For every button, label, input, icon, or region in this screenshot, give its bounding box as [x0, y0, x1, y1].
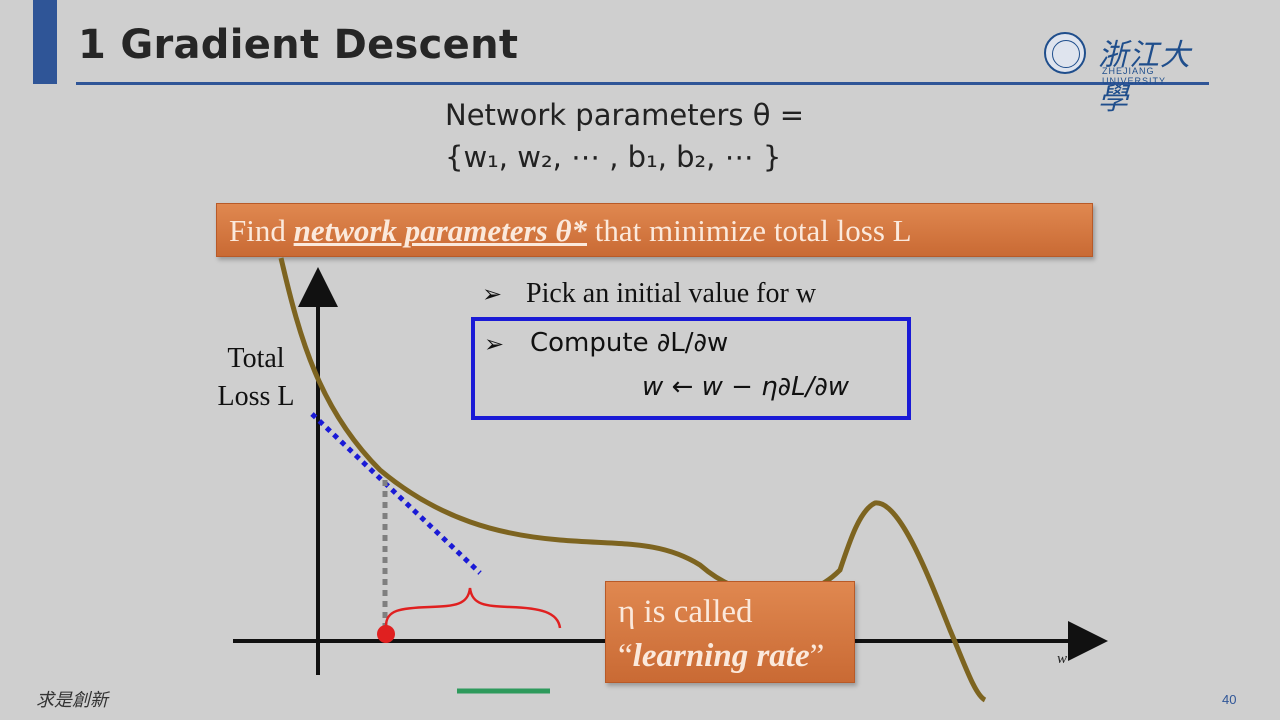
parameters-definition: Network parameters θ = {w₁, w₂, ⋯ , b₁, …: [445, 94, 804, 178]
learning-rate-note-line-1: η is called: [618, 594, 753, 630]
banner-suffix: that minimize total loss L: [587, 213, 912, 248]
update-rule: w ← w − η∂L/∂w: [642, 372, 850, 402]
initial-point: [377, 625, 395, 643]
slide-title: 1 Gradient Descent: [78, 22, 519, 68]
compute-step-box: [471, 317, 911, 420]
title-accent-bar: [33, 0, 57, 84]
banner-prefix: Find: [229, 213, 294, 248]
parameters-line-1: Network parameters θ =: [445, 98, 804, 132]
quote-open: “: [618, 638, 633, 674]
step1-text: Pick an initial value for w: [526, 278, 817, 309]
step-size-brace: [384, 587, 562, 629]
objective-banner: Find network parameters θ* that minimize…: [216, 203, 1093, 257]
learning-rate-note: η is called “learning rate”: [605, 581, 855, 683]
y-axis-label: Total Loss L: [206, 340, 306, 416]
quote-close: ”: [809, 638, 825, 674]
logo-name-en: ZHEJIANG UNIVERSITY: [1102, 66, 1167, 86]
footer-motto: 求是創新: [36, 690, 108, 711]
y-axis-label-line-2: Loss L: [217, 381, 295, 412]
x-axis-label: w: [1057, 651, 1068, 667]
banner-emphasis: network parameters θ*: [293, 213, 587, 248]
university-seal-icon: [1044, 32, 1086, 74]
parameters-line-2: {w₁, w₂, ⋯ , b₁, b₂, ⋯ }: [445, 140, 782, 174]
step2-bullet-icon: ➢: [484, 331, 505, 358]
logo-name-cn: 浙江大學: [1098, 38, 1191, 117]
step2-text: Compute ∂L/∂w: [530, 328, 729, 358]
title-divider: [76, 82, 1209, 85]
page-number: 40: [1222, 692, 1237, 707]
learning-rate-note-line-2: “learning rate”: [618, 634, 854, 678]
university-logo: 浙江大學 ZHEJIANG UNIVERSITY: [1044, 30, 1216, 117]
step1-bullet-icon: ➢: [482, 281, 503, 308]
tangent-line: [310, 412, 482, 575]
loss-curve: [278, 257, 987, 703]
learning-rate-term: learning rate: [632, 638, 810, 674]
y-axis-label-line-1: Total: [227, 343, 285, 374]
